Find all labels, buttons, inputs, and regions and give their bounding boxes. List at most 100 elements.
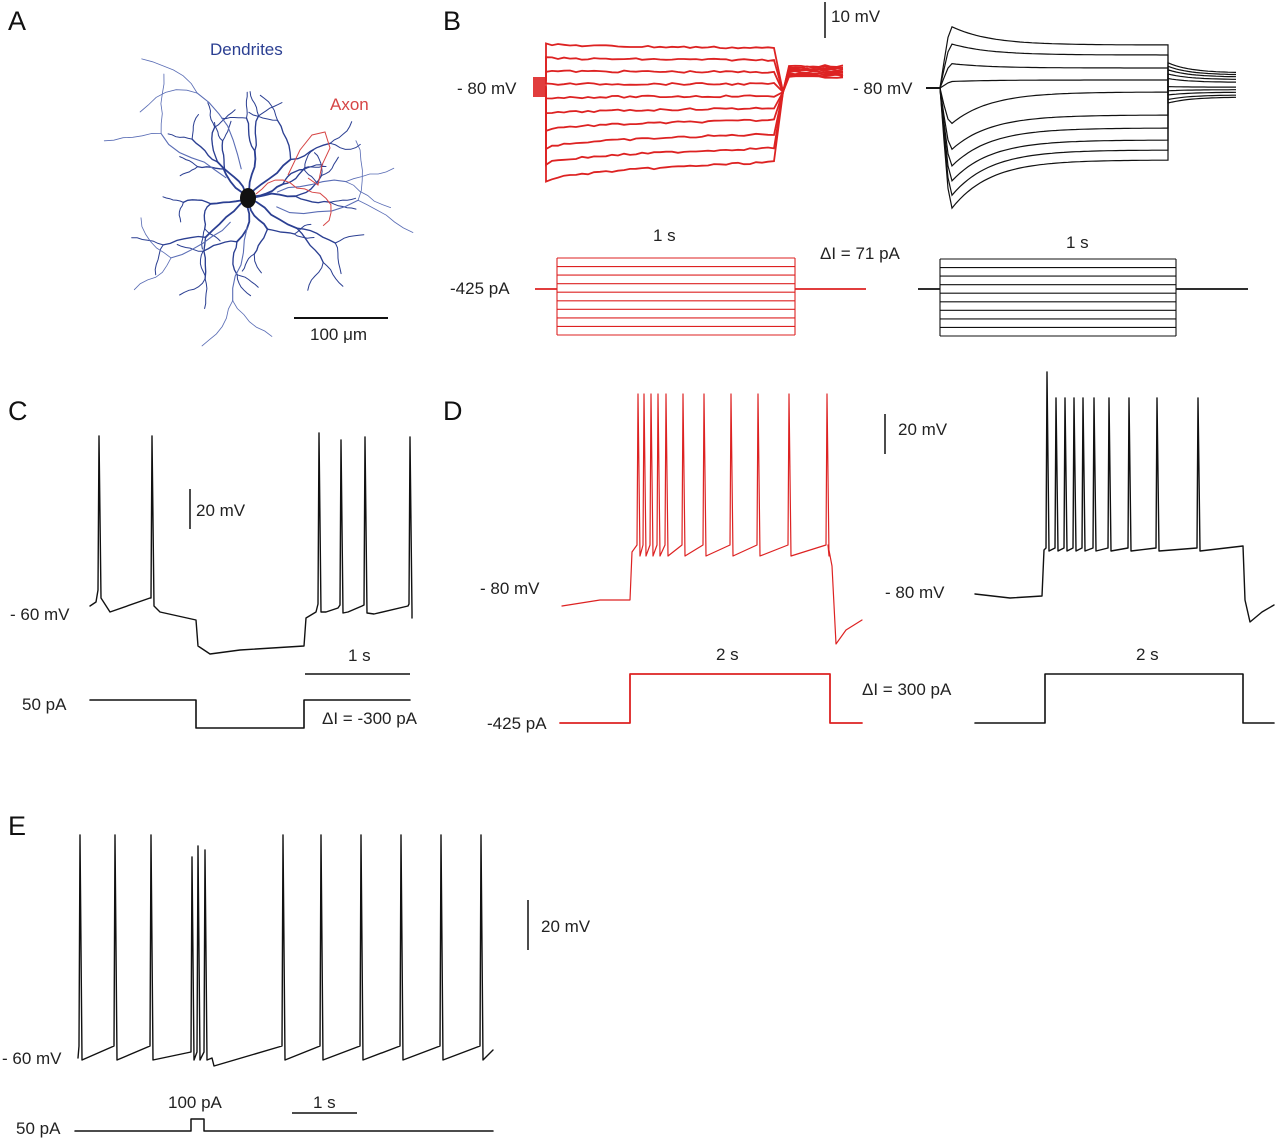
dendrite-branch — [203, 236, 207, 280]
panel-b-rest-label-exp: - 80 mV — [457, 79, 517, 98]
model-voltage-sweep — [926, 73, 1236, 167]
dendrite-branch — [241, 253, 255, 272]
exp-voltage-sweep — [533, 70, 844, 115]
dendrite-branch — [221, 116, 248, 120]
dendrite-branch — [253, 253, 262, 274]
dendrite-branch — [140, 217, 172, 259]
model-voltage-sweep — [926, 85, 1236, 125]
panel-d-voltage-scale-label: 20 mV — [898, 420, 948, 439]
panel-d-rest-label-exp: - 80 mV — [480, 579, 540, 598]
panel-b-voltage-scale-label: 10 mV — [831, 7, 881, 26]
dendrite-branch — [259, 94, 279, 121]
dendrite-branch — [162, 235, 207, 246]
panel-b-exp-voltage-traces — [533, 42, 844, 183]
dendrite-branch — [131, 237, 164, 246]
panel-e: E 20 mV - 60 mV 100 pA 1 s 50 pA — [2, 811, 591, 1138]
dendrite-branch — [247, 158, 292, 199]
panel-e-hold-current: 50 pA — [16, 1119, 61, 1138]
dendrite-branch — [176, 243, 204, 252]
dendrite-branch — [204, 278, 208, 310]
dendrite-branch — [178, 201, 184, 223]
panel-b-model-current-steps — [918, 258, 1248, 337]
panel-b-hold-current: -425 pA — [450, 279, 510, 298]
neuron-morphology — [103, 58, 414, 347]
panel-c-rest-label: - 60 mV — [10, 605, 70, 624]
exp-voltage-sweep — [533, 67, 844, 94]
axon-label: Axon — [330, 95, 369, 114]
panel-a: A Dendrites Axon 100 μm — [8, 6, 414, 347]
panel-e-voltage-trace — [77, 834, 494, 1067]
panel-d-rest-label-model: - 80 mV — [885, 583, 945, 602]
panel-c: C 20 mV - 60 mV 1 s 50 pA ΔI = -300 pA — [8, 396, 418, 729]
model-voltage-sweep — [926, 62, 1237, 96]
panel-b: B 10 mV - 80 mV - 80 mV 1 s 1 s ΔI = 71 … — [443, 2, 1248, 337]
panel-d-hold-current: -425 pA — [487, 714, 547, 733]
dendrite-branch — [329, 142, 361, 150]
dendrite-branch — [141, 58, 198, 94]
dendrite-branch — [204, 228, 221, 242]
dendrite-branch — [133, 257, 172, 291]
dendrite-branch — [245, 91, 248, 119]
dendrite-branch — [202, 240, 238, 252]
dendrite-branch — [103, 133, 162, 142]
panel-a-letter: A — [8, 6, 26, 36]
exp-voltage-sweep — [533, 66, 844, 95]
dendrite-branch — [307, 261, 324, 291]
soma — [240, 188, 256, 208]
dendrite-branch — [293, 223, 312, 235]
dendrite-branch — [211, 126, 219, 163]
dendrite-branch — [334, 242, 342, 275]
panel-e-letter: E — [8, 811, 26, 841]
dendrite-branch — [199, 250, 206, 277]
dendrite-branch — [345, 167, 395, 183]
dendrite-branch — [334, 234, 365, 244]
panel-a-scale-label: 100 μm — [310, 325, 367, 344]
dendrite-branch — [329, 201, 357, 210]
dendrite-branch — [303, 164, 324, 171]
dendrite-branch — [221, 140, 226, 170]
dendrite-branch — [236, 274, 259, 288]
dendrite-branch — [294, 195, 331, 204]
dendrite-branch — [207, 102, 216, 128]
dendrite-branch — [258, 102, 283, 117]
dendrite-branch — [222, 120, 232, 142]
panel-c-time-scale-label: 1 s — [348, 646, 371, 665]
panel-b-duration-exp: 1 s — [653, 226, 676, 245]
panel-e-rest-label: - 60 mV — [2, 1049, 62, 1068]
panel-d-duration-model: 2 s — [1136, 645, 1159, 664]
dendrite-branch — [182, 199, 212, 205]
panel-b-duration-model: 1 s — [1066, 233, 1089, 252]
panel-c-current-step — [89, 699, 411, 729]
panel-d: D 20 mV - 80 mV - 80 mV 2 s 2 s ΔI = 300… — [443, 371, 1275, 733]
panel-b-delta-i: ΔI = 71 pA — [820, 244, 901, 263]
panel-b-model-voltage-traces — [926, 25, 1237, 210]
axon-branch — [287, 131, 331, 186]
dendrite-branch — [293, 233, 315, 239]
dendrite-branch — [329, 121, 353, 144]
exp-voltage-sweep — [533, 42, 844, 93]
dendrite-branch — [254, 115, 260, 152]
exp-voltage-sweep — [533, 71, 844, 133]
panel-c-delta-i: ΔI = -300 pA — [322, 709, 418, 728]
dendrite-branch — [160, 73, 165, 135]
dendrite-branch — [282, 167, 306, 185]
dendrite-branch — [160, 133, 227, 179]
dendrite-branch — [329, 197, 357, 203]
dendrite-branch — [201, 300, 234, 347]
panel-d-model-current-step — [974, 673, 1275, 724]
panel-b-exp-current-steps — [535, 257, 866, 336]
dendrite-branch — [167, 133, 193, 140]
dendrite-branch — [213, 121, 224, 142]
dendrite-branch — [201, 228, 206, 250]
model-voltage-sweep — [926, 68, 1237, 182]
dendrite-branch — [179, 156, 199, 168]
model-voltage-sweep — [926, 77, 1236, 151]
panel-c-voltage-trace — [89, 432, 413, 655]
dendrite-branch — [304, 149, 314, 169]
dendrite-branch — [266, 228, 296, 235]
panel-c-hold-current: 50 pA — [22, 695, 67, 714]
model-voltage-sweep — [926, 61, 1237, 210]
dendrite-branch — [296, 227, 336, 244]
dendrite-branch — [179, 278, 206, 296]
dendrite-branch — [214, 109, 236, 128]
